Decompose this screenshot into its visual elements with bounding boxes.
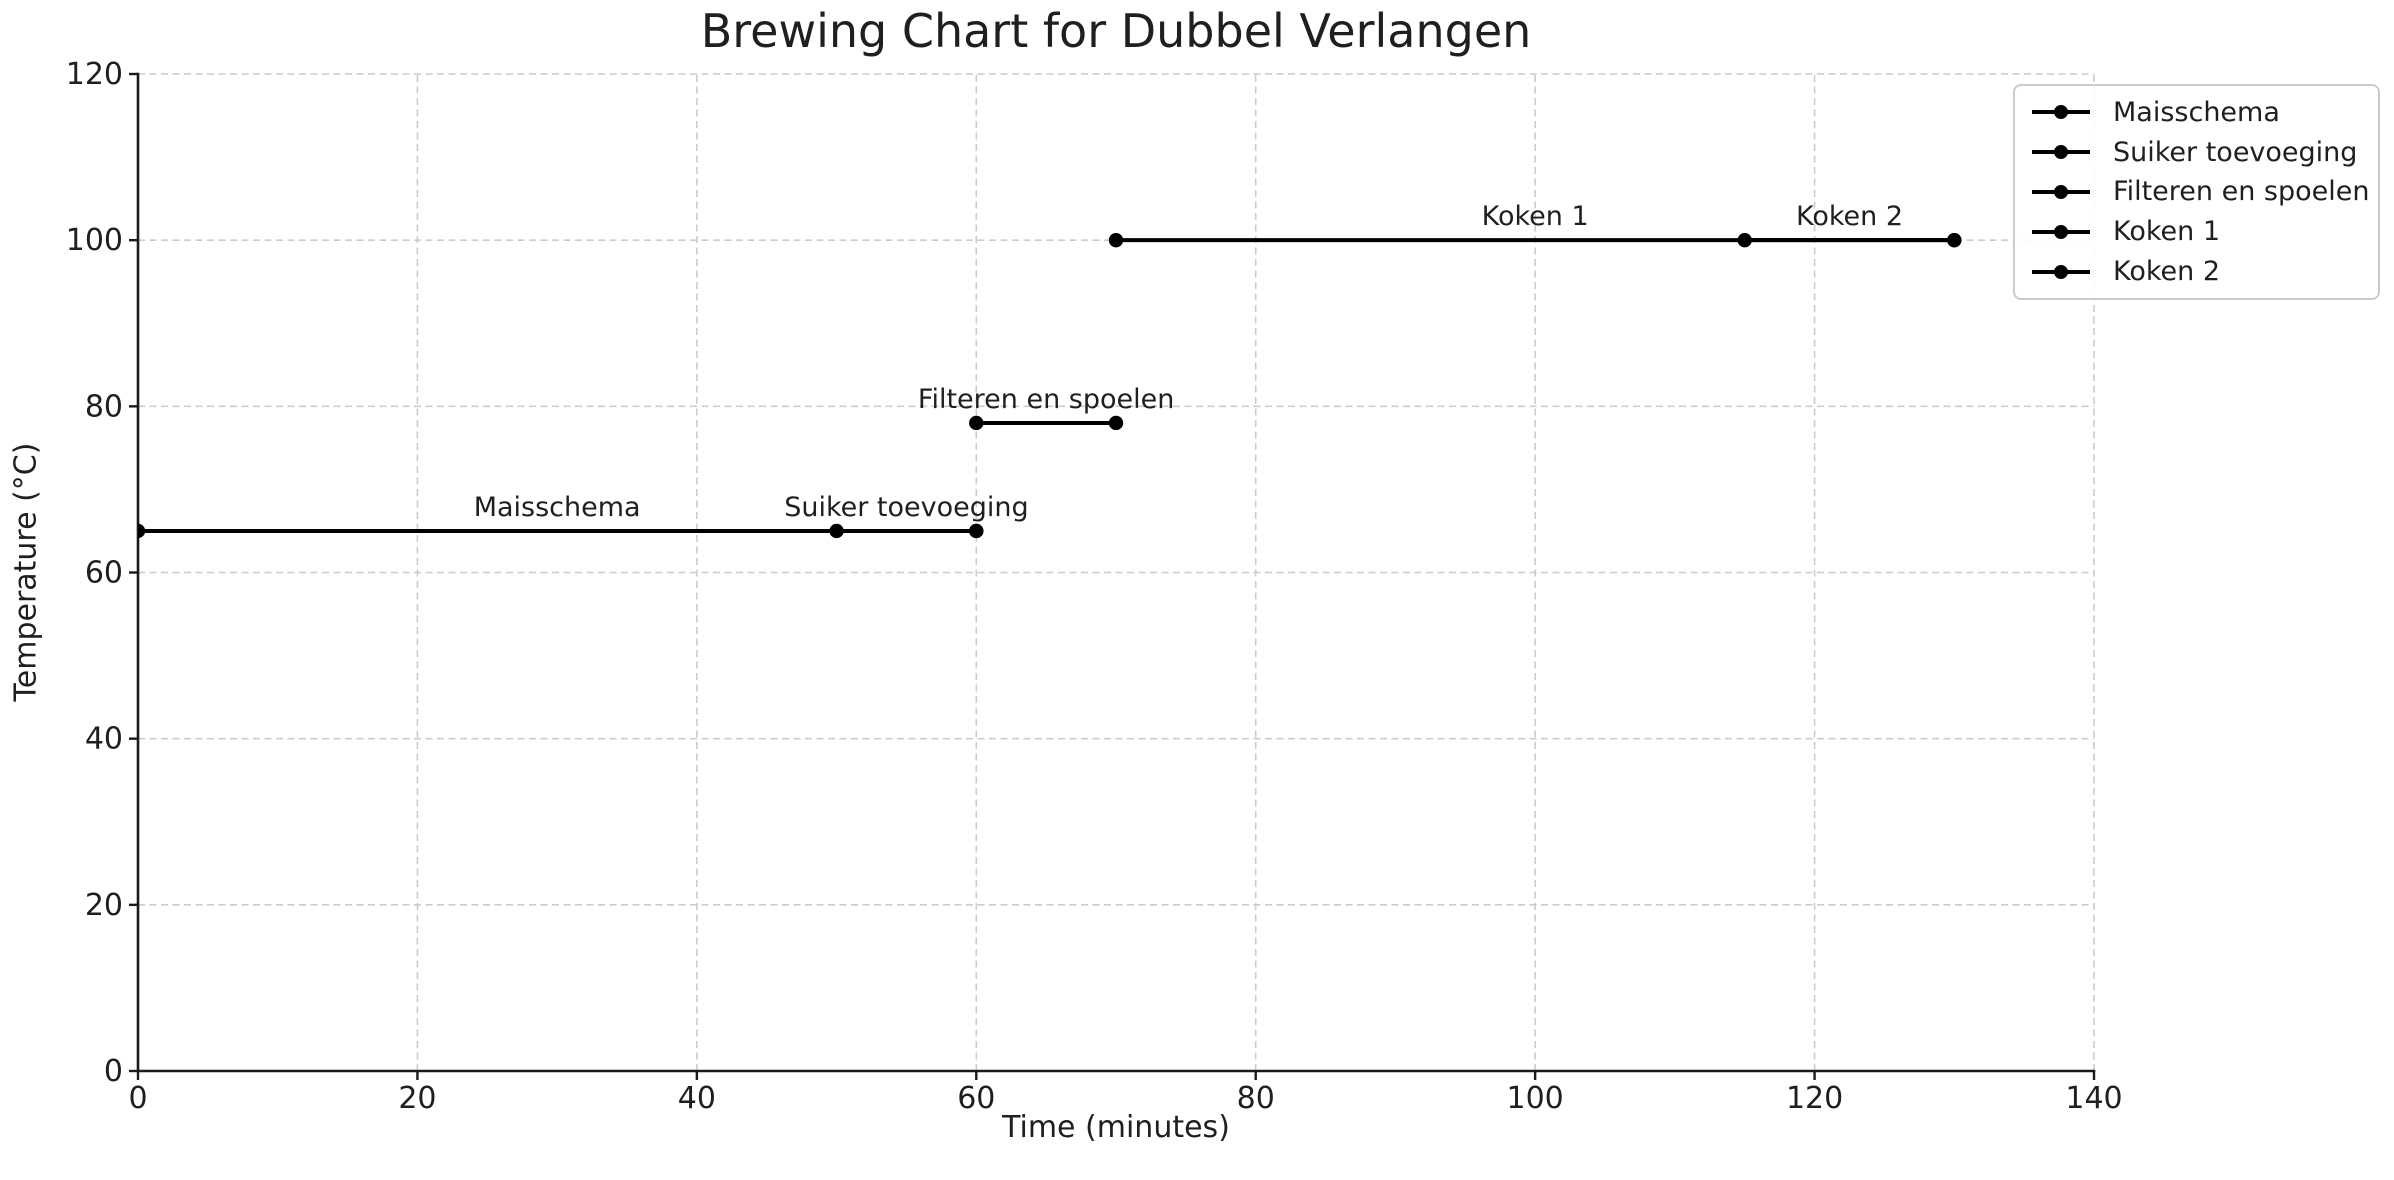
legend-item: Maisschema — [2029, 97, 2372, 128]
legend-sample-marker — [2054, 105, 2068, 120]
legend-sample — [2032, 145, 2090, 160]
data-point-marker — [829, 523, 844, 539]
legend-item: Koken 2 — [2029, 256, 2372, 287]
legend: Maisschema Suiker toevoeging Filteren en s… — [2013, 84, 2380, 300]
data-point-marker — [1947, 232, 1962, 248]
series-annotation: Filteren en spoelen — [918, 384, 1174, 415]
x-tick-label: 100 — [1507, 1081, 1564, 1116]
legend-sample — [2032, 184, 2090, 199]
x-tick-label: 20 — [398, 1081, 436, 1116]
legend-item-label: Koken 2 — [2113, 256, 2221, 288]
series-annotation: Suiker toevoeging — [784, 492, 1028, 523]
y-tick-label: 0 — [104, 1054, 123, 1089]
legend-item: Filteren en spoelen — [2029, 176, 2372, 207]
series-annotation: Koken 1 — [1482, 201, 1589, 232]
y-axis-label: Temperature (°C) — [8, 442, 44, 702]
y-tick-label: 120 — [66, 57, 123, 92]
data-point-marker — [138, 523, 146, 539]
legend-sample-marker — [2054, 224, 2068, 239]
legend-item-label: Koken 1 — [2113, 216, 2221, 248]
annotations-group: Maisschema Suiker toevoeging Filteren en s… — [474, 201, 1903, 523]
x-tick-label: 0 — [128, 1081, 147, 1116]
x-tick-label: 80 — [1237, 1081, 1275, 1116]
x-tick-label: 60 — [957, 1081, 995, 1116]
legend-item-label: Maisschema — [2113, 96, 2280, 128]
y-tick-label: 20 — [85, 888, 123, 923]
x-tick-label: 120 — [1786, 1081, 1843, 1116]
legend-sample — [2032, 105, 2090, 120]
legend-item: Suiker toevoeging — [2029, 137, 2372, 168]
series-group — [138, 232, 1962, 539]
y-tick-label: 80 — [85, 389, 123, 424]
legend-sample — [2032, 264, 2090, 279]
data-point-marker — [1108, 232, 1124, 248]
data-point-marker — [969, 415, 984, 431]
legend-item-label: Suiker toevoeging — [2113, 136, 2358, 168]
y-tick-label: 100 — [66, 223, 123, 258]
series-annotation: Maisschema — [474, 492, 641, 523]
x-axis-label: Time (minutes) — [1002, 1110, 1230, 1145]
data-point-marker — [969, 523, 984, 539]
legend-sample-marker — [2054, 264, 2068, 279]
x-tick-label: 40 — [678, 1081, 716, 1116]
data-point-marker — [1108, 415, 1124, 431]
legend-sample-marker — [2054, 145, 2068, 160]
legend-sample-marker — [2054, 184, 2068, 199]
chart-title: Brewing Chart for Dubbel Verlangen — [700, 4, 1532, 58]
y-tick-label: 40 — [85, 722, 123, 757]
data-point-marker — [1737, 232, 1752, 248]
ticks-group — [129, 72, 2096, 1080]
legend-sample — [2032, 224, 2090, 239]
legend-item: Koken 1 — [2029, 216, 2372, 247]
tick-labels-group: 0 20 40 60 80 100 120 140 0 20 40 60 80 100 120 — [66, 57, 2123, 1116]
y-tick-label: 60 — [85, 556, 123, 591]
x-tick-label: 140 — [2065, 1081, 2122, 1116]
series-annotation: Koken 2 — [1796, 201, 1903, 232]
legend-item-label: Filteren en spoelen — [2113, 176, 2370, 208]
